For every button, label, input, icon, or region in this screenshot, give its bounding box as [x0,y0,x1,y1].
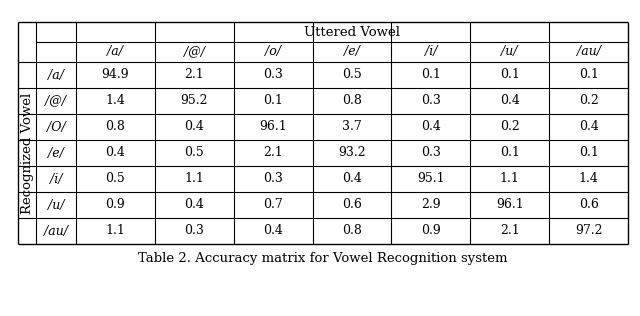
Text: 2.1: 2.1 [184,69,204,82]
Text: 1.1: 1.1 [184,173,204,185]
Text: 95.2: 95.2 [180,94,208,107]
Text: 0.4: 0.4 [421,120,441,133]
Text: 0.8: 0.8 [106,120,125,133]
Text: 0.7: 0.7 [263,198,283,211]
Text: /u/: /u/ [502,46,518,58]
Text: 97.2: 97.2 [575,224,602,238]
Text: /u/: /u/ [48,198,64,211]
Text: /@/: /@/ [184,46,205,58]
Text: /a/: /a/ [48,69,64,82]
Text: 0.3: 0.3 [263,69,283,82]
Text: 0.4: 0.4 [263,224,283,238]
Text: 0.3: 0.3 [184,224,204,238]
Text: /e/: /e/ [48,147,64,160]
Text: /au/: /au/ [44,224,68,238]
Text: /e/: /e/ [344,46,360,58]
Text: 0.5: 0.5 [106,173,125,185]
Text: 96.1: 96.1 [259,120,287,133]
Text: 1.1: 1.1 [106,224,125,238]
Text: /@/: /@/ [45,94,67,107]
Text: /O/: /O/ [47,120,65,133]
Text: 2.9: 2.9 [421,198,441,211]
Text: /au/: /au/ [577,46,600,58]
Text: 0.1: 0.1 [500,147,520,160]
Text: /i/: /i/ [50,173,62,185]
Text: 93.2: 93.2 [338,147,366,160]
Text: 94.9: 94.9 [102,69,129,82]
Text: 2.1: 2.1 [500,224,520,238]
Text: 0.1: 0.1 [500,69,520,82]
Text: 0.5: 0.5 [342,69,362,82]
Text: 0.2: 0.2 [500,120,520,133]
Text: 0.4: 0.4 [579,120,598,133]
Text: 96.1: 96.1 [496,198,524,211]
Text: 0.5: 0.5 [184,147,204,160]
Text: 0.2: 0.2 [579,94,598,107]
Text: 0.8: 0.8 [342,224,362,238]
Text: 0.1: 0.1 [263,94,283,107]
Text: Uttered Vowel: Uttered Vowel [304,26,400,39]
Text: 0.1: 0.1 [421,69,441,82]
Text: 0.6: 0.6 [579,198,598,211]
Text: Recognized Vowel: Recognized Vowel [20,92,33,214]
Text: 1.1: 1.1 [500,173,520,185]
Text: 0.9: 0.9 [421,224,441,238]
Text: /o/: /o/ [265,46,281,58]
Text: /i/: /i/ [424,46,437,58]
Text: 0.4: 0.4 [184,198,204,211]
Text: 0.3: 0.3 [421,147,441,160]
Text: 0.8: 0.8 [342,94,362,107]
Text: 0.1: 0.1 [579,69,598,82]
Text: 2.1: 2.1 [263,147,283,160]
Text: 0.6: 0.6 [342,198,362,211]
Text: 0.3: 0.3 [421,94,441,107]
Text: 95.1: 95.1 [417,173,445,185]
Text: 0.9: 0.9 [106,198,125,211]
Text: 0.4: 0.4 [342,173,362,185]
Text: 1.4: 1.4 [106,94,125,107]
Text: 0.1: 0.1 [579,147,598,160]
Text: /a/: /a/ [108,46,124,58]
Text: Table 2. Accuracy matrix for Vowel Recognition system: Table 2. Accuracy matrix for Vowel Recog… [138,252,508,265]
Text: 3.7: 3.7 [342,120,362,133]
Text: 0.4: 0.4 [106,147,125,160]
Text: 0.4: 0.4 [500,94,520,107]
Text: 0.4: 0.4 [184,120,204,133]
Text: 0.3: 0.3 [263,173,283,185]
Text: 1.4: 1.4 [579,173,598,185]
